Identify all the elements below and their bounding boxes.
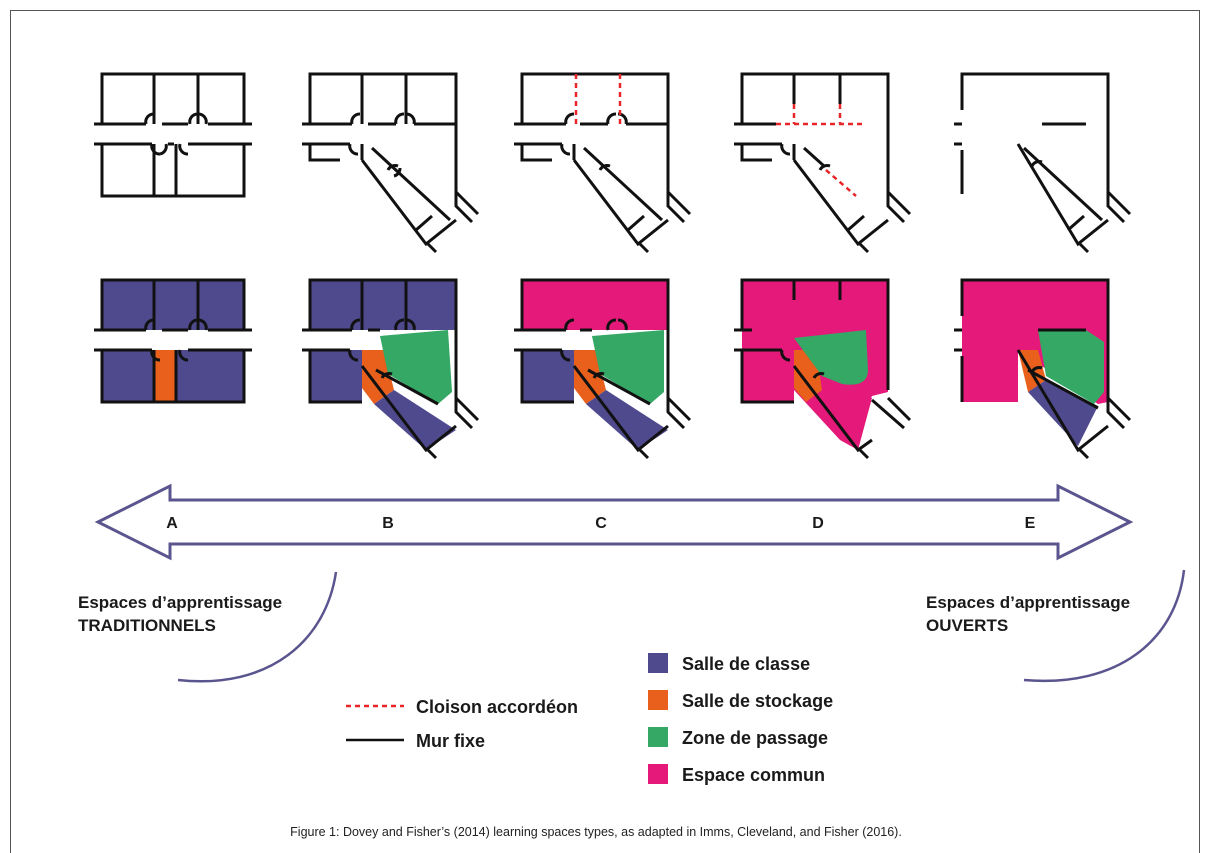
line-legend-label-accordion: Cloison accordéon (416, 697, 578, 717)
swatch-storage (648, 690, 668, 710)
colored-plan-b (302, 278, 480, 460)
plan-e-walls (954, 72, 1132, 254)
type-letter-d: D (812, 515, 824, 532)
plan-d-accordion (776, 104, 864, 197)
right-label-line1: Espaces d’apprentissage (926, 593, 1130, 612)
legend-label-common: Espace commun (682, 765, 825, 785)
plan-c-walls (514, 72, 692, 254)
type-letter-b: B (382, 515, 394, 532)
left-curve (177, 571, 338, 683)
type-letter-e: E (1025, 515, 1036, 532)
legend-label-classroom: Salle de classe (682, 654, 810, 674)
left-label-line2: TRADITIONNELS (78, 616, 216, 635)
swatch-passage (648, 727, 668, 747)
legend-label-storage: Salle de stockage (682, 691, 833, 711)
line-legend: Cloison accordéon Mur fixe (346, 697, 578, 751)
colored-plan-e (954, 278, 1132, 460)
color-legend: Salle de classe Salle de stockage Zone d… (648, 653, 833, 785)
spectrum-arrow (94, 483, 1134, 561)
plan-d-walls (734, 72, 912, 254)
figure-frame (10, 10, 1200, 853)
plan-a-walls (94, 72, 252, 198)
swatch-classroom (648, 653, 668, 673)
legend-label-passage: Zone de passage (682, 728, 828, 748)
type-letter-c: C (595, 515, 607, 532)
left-label-line1: Espaces d’apprentissage (78, 593, 282, 612)
colored-plan-d (734, 278, 912, 460)
right-curve (1023, 569, 1186, 683)
type-letter-a: A (166, 515, 178, 532)
plan-c-accordion (574, 74, 622, 124)
swatch-common (648, 764, 668, 784)
line-legend-label-wall: Mur fixe (416, 731, 485, 751)
figure-caption: Figure 1: Dovey and Fisher’s (2014) lear… (290, 825, 902, 839)
right-label-line2: OUVERTS (926, 616, 1008, 635)
colored-plan-a (94, 278, 252, 404)
plan-b-walls (302, 72, 480, 254)
colored-plan-c (514, 278, 692, 460)
